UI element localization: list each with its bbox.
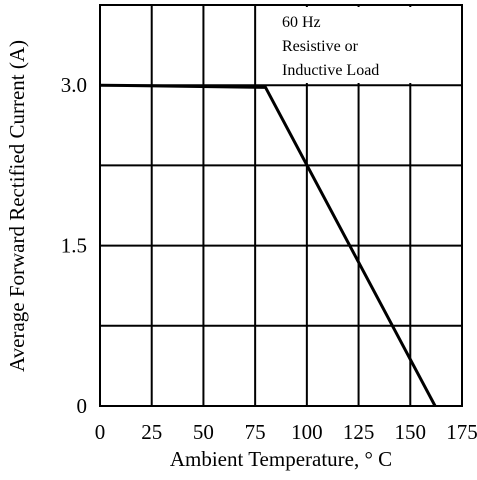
y-tick-label: 0 [77,394,88,418]
annotation-background [278,7,444,83]
x-tick-label: 150 [395,420,427,444]
y-tick-label: 1.5 [61,234,87,258]
x-tick-label: 50 [193,420,214,444]
annotation-line-1: Resistive or [282,38,359,55]
x-tick-label: 75 [245,420,266,444]
y-axis-label: Average Forward Rectified Current (A) [5,40,29,372]
annotation-line-0: 60 Hz [282,14,321,31]
x-tick-label: 100 [291,420,323,444]
x-tick-label: 25 [141,420,162,444]
x-tick-label: 175 [446,420,477,444]
x-tick-label: 125 [343,420,375,444]
tick-labels: 0 25 50 75 100 125 150 175 0 1.5 3.0 [61,73,477,444]
x-tick-label: 0 [95,420,106,444]
y-tick-label: 3.0 [61,73,87,97]
annotation: 60 Hz Resistive or Inductive Load [282,14,379,79]
plot-frame [99,4,463,407]
series-layer [99,83,437,407]
x-axis-label: Ambient Temperature, ° C [170,447,392,471]
annotation-line-2: Inductive Load [282,62,379,79]
series-line-0 [99,83,437,407]
